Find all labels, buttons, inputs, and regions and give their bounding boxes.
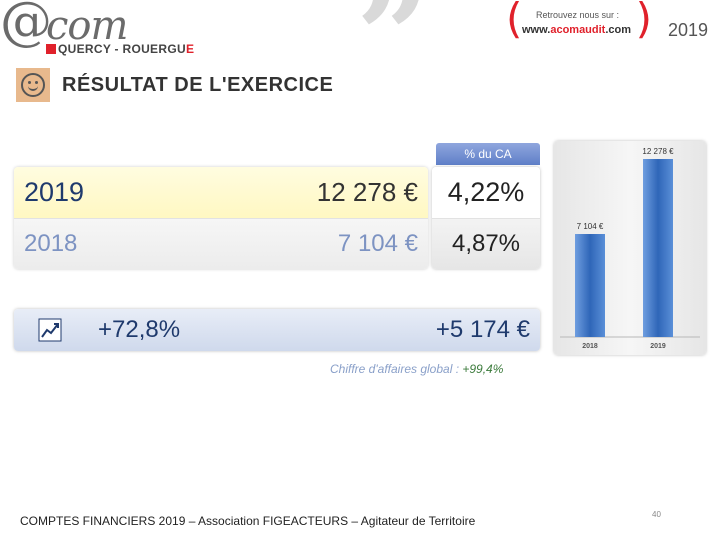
footer-text: COMPTES FINANCIERS 2019 – Association FI… <box>20 514 476 528</box>
acom-logo: @ com QUERCY - ROUERGUE <box>0 0 220 64</box>
results-table: 2019 12 278 € 2018 7 104 € <box>14 167 428 269</box>
logo-com-text: com <box>46 3 128 49</box>
evolution-row: +72,8% +5 174 € <box>14 309 540 351</box>
result-year: 2018 <box>24 230 78 257</box>
smiley-icon <box>16 68 50 102</box>
bar-data-label: 12 278 € <box>642 147 674 156</box>
evolution-amount: +5 174 € <box>435 316 530 343</box>
result-row-2018: 2018 7 104 € <box>14 219 428 269</box>
bar-2018 <box>575 234 605 337</box>
logo-subtitle-e: E <box>185 42 195 56</box>
pct-ca-box: 4,22% 4,87% <box>432 167 540 269</box>
ca-note-label: Chiffre d'affaires global : <box>330 362 463 376</box>
trend-up-icon <box>38 318 62 342</box>
x-tick-label: 2018 <box>582 343 598 350</box>
audit-url: www.acomaudit.com <box>522 24 632 36</box>
ca-global-note: Chiffre d'affaires global : +99,4% <box>330 362 503 376</box>
title-row: RÉSULTAT DE L'EXERCICE <box>16 68 333 102</box>
header-year: 2019 <box>668 20 709 40</box>
x-tick-label: 2019 <box>650 343 666 350</box>
evolution-pct: +72,8% <box>98 316 181 343</box>
bar-2019 <box>643 159 673 337</box>
result-bar-chart: 7 104 € 2018 12 278 € 2019 <box>554 141 706 355</box>
pct-ca-2018: 4,87% <box>432 219 540 269</box>
result-row-2019: 2019 12 278 € <box>14 167 428 219</box>
result-value: 7 104 € <box>337 230 418 257</box>
page-title: RÉSULTAT DE L'EXERCICE <box>62 73 334 96</box>
audit-tagline: Retrouvez nous sur : <box>536 10 620 20</box>
bar-data-label: 7 104 € <box>577 222 604 231</box>
acomaudit-banner[interactable]: ( Retrouvez nous sur : www.acomaudit.com… <box>506 0 652 46</box>
quote-mark-icon: ” <box>356 0 431 113</box>
chart-svg: 7 104 € 2018 12 278 € 2019 <box>560 147 700 350</box>
logo-subtitle-text: QUERCY - ROUERGU <box>58 42 186 56</box>
pct-ca-2019: 4,22% <box>432 167 540 219</box>
ca-note-value: +99,4% <box>462 362 504 376</box>
logo-subtitle: QUERCY - ROUERGUE <box>46 42 194 56</box>
pct-ca-header: % du CA <box>436 143 540 165</box>
result-year: 2019 <box>24 177 85 207</box>
right-paren-icon: ) <box>635 0 652 43</box>
left-paren-icon: ( <box>506 0 523 43</box>
logo-red-square <box>46 44 56 54</box>
page-number: 40 <box>652 510 661 519</box>
logo-at-sign: @ <box>0 0 52 52</box>
result-value: 12 278 € <box>316 177 418 207</box>
